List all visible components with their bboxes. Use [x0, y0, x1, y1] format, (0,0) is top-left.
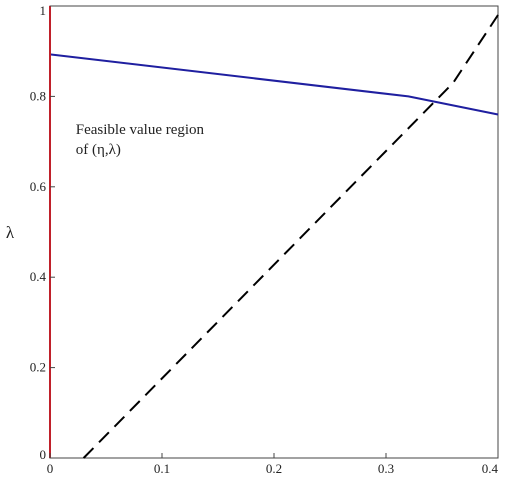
- y-axis-ticks: 0 0.2 0.4 0.6 0.8 1: [30, 3, 55, 462]
- series-line-1: [49, 53, 499, 116]
- x-tick-label: 0.2: [266, 461, 282, 476]
- y-tick-label: 1: [40, 3, 47, 18]
- y-tick-label: 0.2: [30, 360, 46, 375]
- annotation-line-1: Feasible value region: [76, 122, 205, 138]
- x-tick-label: 0.4: [482, 461, 499, 476]
- x-tick-label: 0.3: [378, 461, 394, 476]
- plot-border: [49, 5, 499, 459]
- series-line-2: [82, 14, 499, 459]
- x-tick-label: 0: [47, 461, 54, 476]
- y-tick-label: 0.6: [30, 179, 47, 194]
- annotation-line-2: of (η,λ): [76, 142, 121, 158]
- plot-frame: [49, 5, 499, 459]
- series-layer: [49, 6, 499, 459]
- y-tick-label: 0.4: [30, 269, 47, 284]
- x-axis-ticks: 0 0.1 0.2 0.3 0.4: [47, 453, 499, 476]
- y-tick-label: 0.8: [30, 88, 46, 103]
- y-tick-label: 0: [40, 447, 47, 462]
- x-tick-label: 0.1: [154, 461, 170, 476]
- y-axis-label: λ: [6, 223, 15, 242]
